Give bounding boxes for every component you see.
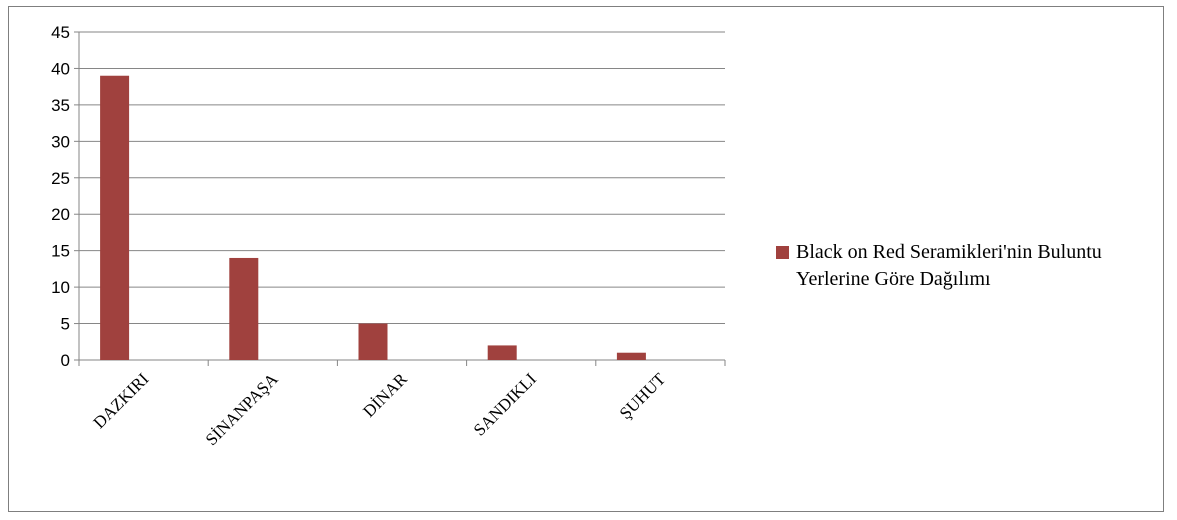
legend-label: Black on Red Seramikleri'nin Buluntu Yer… bbox=[796, 241, 1102, 290]
y-tick-label: 25 bbox=[51, 169, 70, 188]
y-tick-label: 40 bbox=[51, 59, 70, 78]
bar bbox=[100, 75, 130, 360]
x-tick-labels: DAZKIRI SİNANPAŞA DİNAR SANDIKLI ŞUHUT bbox=[90, 369, 670, 449]
y-tick-label: 15 bbox=[51, 242, 70, 261]
bars bbox=[100, 75, 646, 360]
bar bbox=[229, 257, 259, 360]
x-tick-label: SİNANPAŞA bbox=[202, 369, 282, 449]
chart-frame: 0 5 10 15 20 25 30 35 40 45 DAZKIRI SİNANPAŞA DİNAR… bbox=[8, 6, 1164, 512]
x-tick-label: DAZKIRI bbox=[90, 369, 153, 432]
axes bbox=[74, 31, 726, 366]
x-tick-label: ŞUHUT bbox=[616, 369, 670, 423]
bar-chart: 0 5 10 15 20 25 30 35 40 45 DAZKIRI SİNANPAŞA DİNAR… bbox=[51, 23, 726, 449]
bar bbox=[616, 352, 646, 360]
bar bbox=[358, 323, 388, 360]
y-tick-label: 45 bbox=[51, 23, 70, 42]
y-tick-label: 35 bbox=[51, 96, 70, 115]
y-tick-label: 5 bbox=[61, 315, 70, 334]
y-tick-label: 10 bbox=[51, 278, 70, 297]
bar bbox=[487, 345, 517, 360]
x-tick-label: SANDIKLI bbox=[470, 369, 540, 439]
y-tick-label: 20 bbox=[51, 205, 70, 224]
y-tick-labels: 0 5 10 15 20 25 30 35 40 45 bbox=[51, 23, 70, 370]
y-tick-label: 0 bbox=[61, 351, 70, 370]
y-tick-label: 30 bbox=[51, 132, 70, 151]
legend-swatch-icon bbox=[776, 246, 789, 259]
x-tick-label: DİNAR bbox=[359, 369, 411, 421]
gridlines bbox=[79, 31, 725, 325]
